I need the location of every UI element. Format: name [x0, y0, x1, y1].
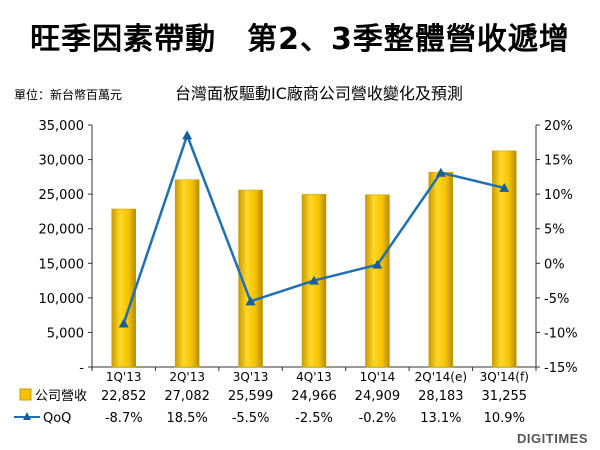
left-axis-tick-label: 25,000 [39, 188, 85, 203]
x-axis-category-label: 3Q'14(f) [480, 370, 529, 384]
qoq-point [372, 259, 383, 269]
qoq-data-label: -2.5% [295, 411, 333, 426]
revenue-bar [174, 179, 200, 368]
qoq-point [435, 167, 446, 177]
page-title: 旺季因素帶動 第2、3季整體營收遞增 [30, 22, 570, 57]
revenue-legend-swatch [19, 388, 32, 401]
qoq-data-label: -5.5% [232, 411, 270, 426]
left-axis-tick-label: - [79, 361, 84, 376]
x-axis-category-label: 1Q'14 [360, 370, 396, 384]
left-axis-tick-label: 15,000 [39, 257, 85, 272]
qoq-data-label: -8.7% [105, 411, 143, 426]
revenue-bar [111, 208, 136, 368]
x-axis-category-label: 4Q'13 [296, 370, 332, 384]
revenue-data-label: 27,082 [164, 389, 210, 404]
qoq-legend-marker [23, 412, 31, 420]
revenue-legend-label: 公司營收 [35, 389, 87, 404]
qoq-data-label: 13.1% [420, 411, 461, 426]
left-axis-tick-label: 5,000 [47, 326, 84, 341]
right-axis-tick-label: -5% [544, 292, 569, 307]
qoq-point [499, 182, 510, 192]
revenue-data-label: 24,966 [291, 389, 337, 404]
revenue-bar [428, 171, 454, 368]
revenue-data-label: 28,183 [418, 389, 464, 404]
x-axis-category-label: 3Q'13 [233, 370, 269, 384]
digitimes-logo: DIGITIMES [517, 431, 588, 446]
revenue-data-label: 31,255 [482, 389, 528, 404]
right-axis-tick-label: 20% [544, 119, 573, 134]
qoq-point [118, 318, 129, 328]
left-axis-tick-label: 10,000 [39, 292, 85, 307]
qoq-point [182, 130, 193, 140]
qoq-point [309, 275, 319, 285]
right-axis-tick-label: 10% [544, 188, 573, 203]
right-axis-tick-label: 0% [544, 257, 565, 272]
unit-label: 單位：新台幣百萬元 [14, 88, 123, 102]
right-axis-tick-label: 5% [544, 223, 565, 238]
qoq-legend-label: QoQ [43, 411, 71, 426]
chart-title: 台灣面板驅動IC廠商公司營收變化及預測 [175, 84, 463, 103]
qoq-point [245, 296, 256, 306]
right-axis-tick-label: 15% [544, 154, 573, 169]
left-axis-tick-label: 35,000 [39, 119, 85, 134]
left-axis-tick-label: 30,000 [39, 154, 85, 169]
qoq-data-label: 18.5% [166, 411, 207, 426]
revenue-data-label: 25,599 [228, 389, 274, 404]
x-axis-category-label: 2Q'14(e) [415, 370, 467, 384]
left-axis-tick-label: 20,000 [39, 223, 85, 238]
revenue-data-label: 24,909 [355, 389, 401, 404]
qoq-data-label: -0.2% [359, 411, 397, 426]
right-axis-tick-label: -15% [544, 361, 578, 376]
qoq-data-label: 10.9% [484, 411, 525, 426]
revenue-data-label: 22,852 [101, 389, 147, 404]
x-axis-category-label: 1Q'13 [106, 370, 142, 384]
x-axis-category-label: 2Q'13 [169, 370, 205, 384]
revenue-bar [365, 194, 390, 368]
right-axis-tick-label: -10% [544, 326, 578, 341]
